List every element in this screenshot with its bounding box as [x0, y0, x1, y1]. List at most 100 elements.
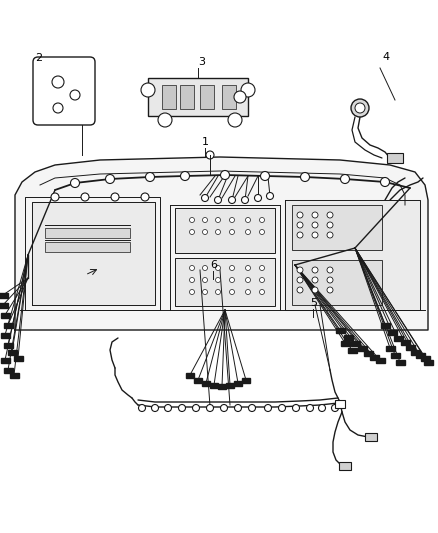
Circle shape: [179, 405, 186, 411]
Circle shape: [201, 195, 208, 201]
Circle shape: [190, 217, 194, 222]
Circle shape: [381, 177, 389, 187]
Bar: [344, 335, 353, 340]
Bar: [381, 322, 390, 327]
Circle shape: [259, 289, 265, 295]
Circle shape: [355, 103, 365, 113]
Circle shape: [202, 265, 208, 271]
Bar: [180, 85, 194, 109]
Circle shape: [206, 405, 213, 411]
Circle shape: [141, 83, 155, 97]
Circle shape: [327, 287, 333, 293]
Circle shape: [259, 265, 265, 271]
Circle shape: [327, 277, 333, 283]
Circle shape: [246, 217, 251, 222]
Circle shape: [300, 173, 310, 182]
Bar: [388, 329, 397, 335]
Bar: [335, 400, 345, 408]
Circle shape: [312, 212, 318, 218]
Circle shape: [279, 405, 286, 411]
Bar: [411, 350, 420, 354]
Bar: [0, 293, 8, 297]
Circle shape: [241, 197, 248, 204]
Circle shape: [51, 193, 59, 201]
Bar: [1, 312, 10, 318]
Bar: [202, 381, 210, 386]
Circle shape: [340, 174, 350, 183]
Circle shape: [152, 405, 159, 411]
Bar: [348, 348, 357, 352]
Bar: [4, 322, 13, 327]
Circle shape: [246, 278, 251, 282]
Bar: [292, 260, 382, 305]
Circle shape: [248, 405, 255, 411]
Circle shape: [351, 99, 369, 117]
Circle shape: [261, 172, 269, 181]
Bar: [365, 433, 377, 441]
Bar: [424, 359, 433, 365]
Bar: [406, 344, 415, 350]
Bar: [210, 383, 218, 388]
Bar: [175, 208, 275, 253]
Circle shape: [327, 232, 333, 238]
Circle shape: [297, 212, 303, 218]
Circle shape: [190, 289, 194, 295]
Bar: [4, 367, 13, 373]
Circle shape: [70, 90, 80, 100]
Bar: [242, 378, 250, 383]
Circle shape: [327, 267, 333, 273]
Bar: [364, 351, 373, 356]
Circle shape: [246, 230, 251, 235]
Circle shape: [265, 405, 272, 411]
Bar: [376, 358, 385, 362]
Circle shape: [220, 171, 230, 180]
Circle shape: [158, 113, 172, 127]
Circle shape: [230, 289, 234, 295]
Bar: [401, 340, 410, 344]
Bar: [386, 345, 395, 351]
Text: 4: 4: [382, 52, 389, 62]
Circle shape: [230, 265, 234, 271]
Circle shape: [111, 193, 119, 201]
Circle shape: [202, 217, 208, 222]
Circle shape: [254, 195, 261, 201]
Circle shape: [145, 173, 155, 182]
Bar: [45, 228, 130, 238]
Circle shape: [202, 278, 208, 282]
Circle shape: [234, 405, 241, 411]
Bar: [162, 85, 176, 109]
Circle shape: [312, 232, 318, 238]
Text: 1: 1: [202, 137, 209, 147]
Bar: [226, 383, 234, 388]
Polygon shape: [32, 202, 155, 305]
Circle shape: [215, 230, 220, 235]
Bar: [336, 327, 345, 333]
Bar: [387, 153, 403, 163]
Circle shape: [230, 278, 234, 282]
Circle shape: [312, 267, 318, 273]
Circle shape: [141, 193, 149, 201]
Polygon shape: [15, 157, 428, 330]
Circle shape: [215, 217, 220, 222]
Bar: [358, 345, 367, 351]
Circle shape: [215, 278, 220, 282]
Bar: [194, 378, 202, 383]
Circle shape: [327, 222, 333, 228]
Circle shape: [332, 405, 339, 411]
Circle shape: [312, 222, 318, 228]
Bar: [1, 358, 10, 362]
Circle shape: [241, 83, 255, 97]
FancyBboxPatch shape: [33, 57, 95, 125]
Circle shape: [246, 289, 251, 295]
Circle shape: [215, 265, 220, 271]
Bar: [45, 242, 130, 252]
Bar: [148, 78, 248, 116]
Bar: [0, 303, 8, 308]
Bar: [341, 341, 350, 345]
Bar: [391, 352, 400, 358]
Circle shape: [234, 91, 246, 103]
Bar: [222, 85, 236, 109]
Bar: [175, 258, 275, 306]
Circle shape: [71, 179, 80, 188]
Polygon shape: [285, 200, 420, 310]
